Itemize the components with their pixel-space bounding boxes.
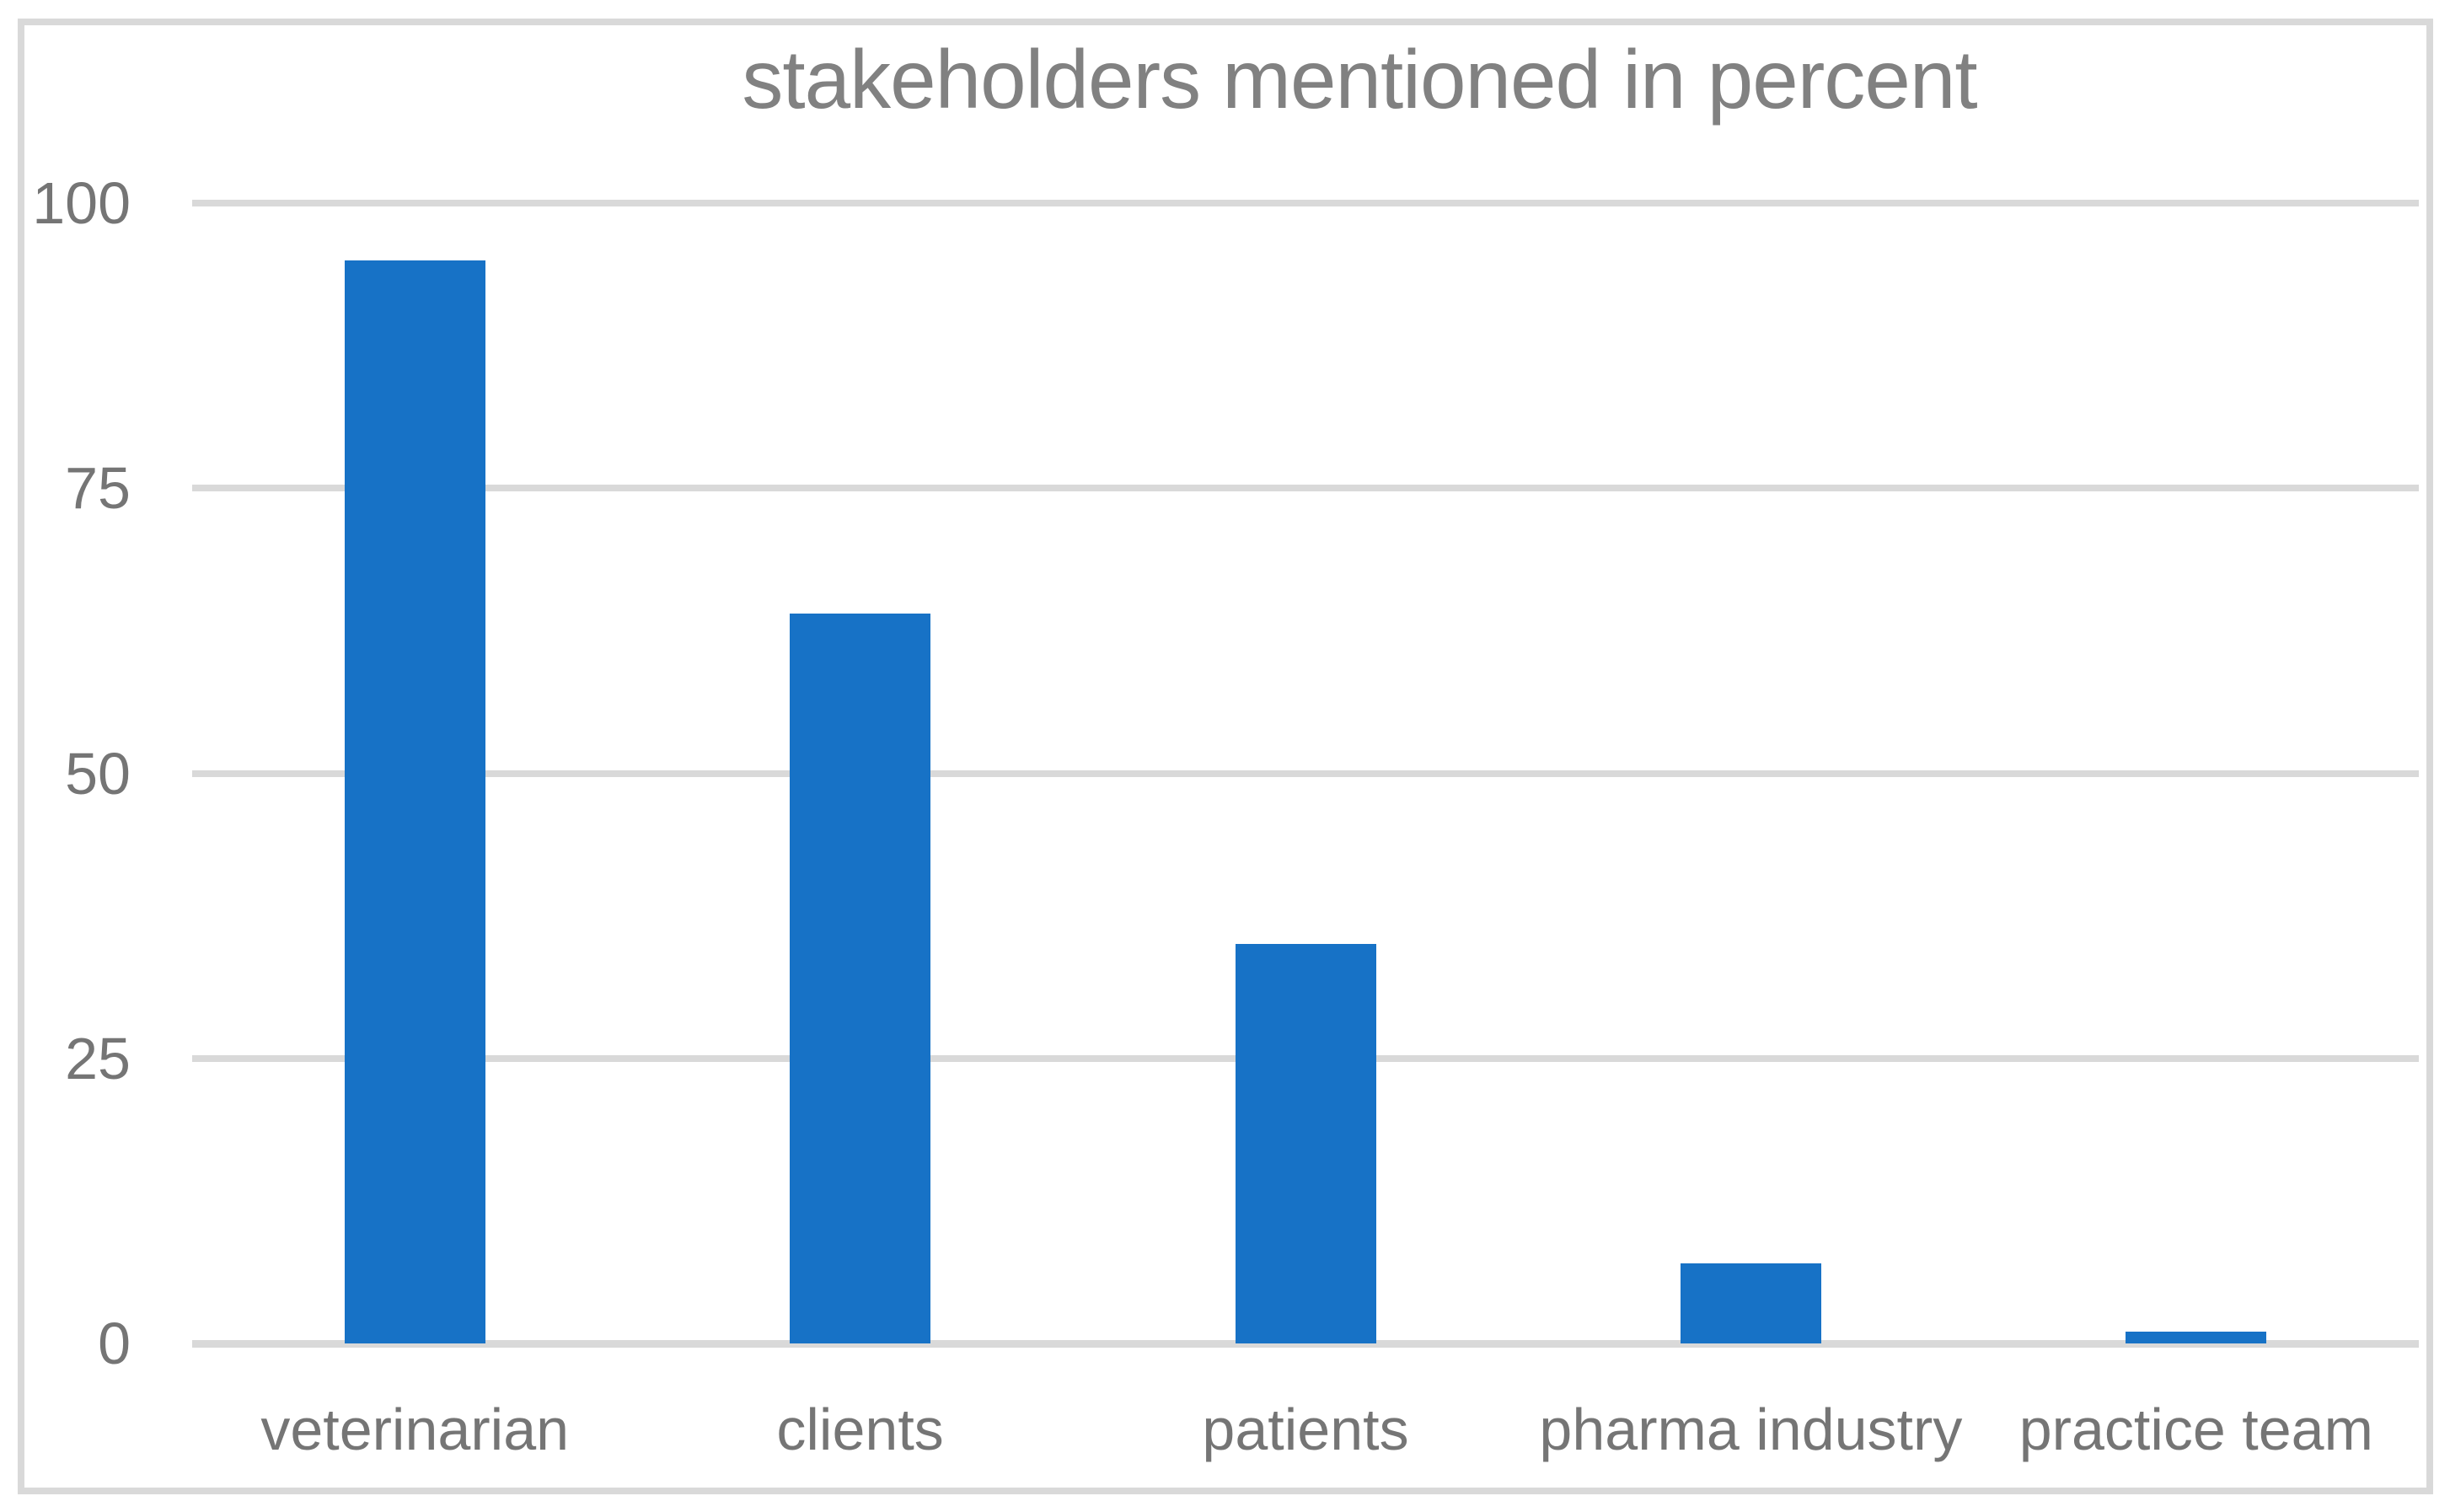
x-category-label-clients: clients [776,1397,944,1462]
chart-title: stakeholders mentioned in percent [742,33,1977,126]
y-tick-label-50: 50 [65,740,131,807]
gridline-50 [192,769,2419,777]
bar-veterinarian [344,260,485,1343]
y-tick-label-25: 25 [65,1025,131,1091]
x-category-label-pharma-industry: pharma industry [1539,1397,1963,1462]
x-category-label-practice-team: practice team [2018,1397,2373,1462]
y-tick-label-75: 75 [65,455,131,522]
bar-clients [790,614,931,1343]
x-category-label-patients: patients [1202,1397,1409,1462]
gridline-100 [192,200,2419,206]
x-category-label-veterinarian: veterinarian [260,1397,570,1462]
y-tick-label-0: 0 [98,1311,131,1376]
gridline-75 [192,485,2419,492]
bar-patients [1235,944,1376,1343]
bar-pharma-industry [1680,1263,1821,1343]
bar-practice-team [2126,1332,2267,1343]
plot-area [192,200,2419,1348]
x-axis-line [192,1339,2419,1348]
y-tick-label-100: 100 [32,170,131,236]
